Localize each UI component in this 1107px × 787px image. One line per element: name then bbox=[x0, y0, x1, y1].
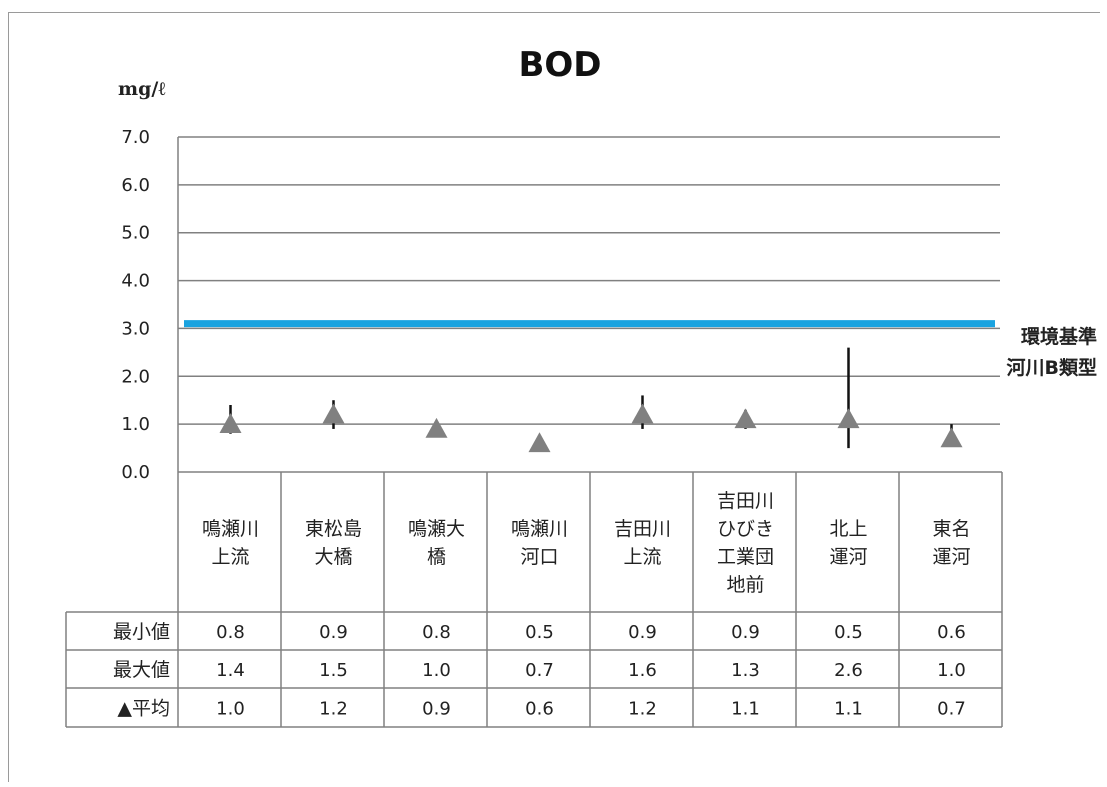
category-label: 河口 bbox=[520, 546, 558, 568]
table-cell: 2.6 bbox=[834, 660, 863, 681]
table-cell: 0.8 bbox=[422, 622, 451, 643]
table-cell: 0.5 bbox=[525, 622, 554, 643]
y-tick-label: 5.0 bbox=[121, 223, 150, 244]
table-cell: 1.5 bbox=[319, 660, 348, 681]
table-cell: 0.7 bbox=[937, 699, 966, 720]
category-label: 北上 bbox=[829, 518, 867, 540]
table-row-label: ▲平均 bbox=[117, 698, 170, 720]
table-cell: 0.9 bbox=[319, 622, 348, 643]
mean-markers bbox=[219, 403, 963, 453]
table-cell: 0.9 bbox=[628, 622, 657, 643]
y-tick-label: 4.0 bbox=[121, 271, 150, 292]
category-label: 東松島 bbox=[305, 518, 362, 540]
mean-marker bbox=[837, 408, 860, 429]
table-cell: 0.5 bbox=[834, 622, 863, 643]
table-cell: 1.4 bbox=[216, 660, 245, 681]
y-tick-label: 3.0 bbox=[121, 318, 150, 339]
chart-title: BOD bbox=[518, 45, 601, 85]
y-tick-label: 0.0 bbox=[121, 462, 150, 483]
table-cell: 1.0 bbox=[422, 660, 451, 681]
table-cell: 0.9 bbox=[422, 699, 451, 720]
gridlines bbox=[177, 136, 1000, 472]
y-tick-label: 7.0 bbox=[121, 127, 150, 148]
table-cell: 1.2 bbox=[628, 699, 657, 720]
mean-marker bbox=[528, 432, 551, 453]
category-label: 大橋 bbox=[314, 546, 352, 568]
table-cell: 1.1 bbox=[834, 699, 863, 720]
y-tick-label: 6.0 bbox=[121, 175, 150, 196]
table-cell: 1.6 bbox=[628, 660, 657, 681]
mean-marker bbox=[940, 427, 963, 448]
category-label: 地前 bbox=[726, 574, 764, 596]
table-cell: 0.8 bbox=[216, 622, 245, 643]
table-cell: 1.0 bbox=[216, 699, 245, 720]
mean-marker bbox=[219, 413, 242, 433]
range-whiskers bbox=[229, 347, 953, 449]
table-cell: 0.7 bbox=[525, 660, 554, 681]
category-label: 鳴瀬川 bbox=[511, 518, 568, 540]
data-table: 鳴瀬川上流東松島大橋鳴瀬大橋鳴瀬川河口吉田川上流吉田川ひびき工業団地前北上運河東… bbox=[65, 471, 1003, 728]
y-tick-label: 1.0 bbox=[121, 414, 150, 435]
table-cell: 1.0 bbox=[937, 660, 966, 681]
table-cell: 0.9 bbox=[731, 622, 760, 643]
mean-marker bbox=[734, 408, 757, 429]
category-label: 吉田川 bbox=[717, 490, 774, 512]
table-cell: 1.3 bbox=[731, 660, 760, 681]
category-label: 運河 bbox=[829, 546, 867, 568]
reference-line-label: 河川B類型 bbox=[1007, 356, 1097, 379]
y-axis-unit-label: mg/ℓ bbox=[118, 78, 165, 100]
table-cell: 0.6 bbox=[525, 699, 554, 720]
table-row-label: 最小値 bbox=[113, 621, 170, 643]
category-label: 上流 bbox=[623, 546, 661, 568]
y-tick-labels: 0.0 1.0 2.0 3.0 4.0 5.0 6.0 7.0 bbox=[121, 127, 150, 483]
table-cell: 1.1 bbox=[731, 699, 760, 720]
category-label: 上流 bbox=[211, 546, 249, 568]
mean-marker bbox=[322, 403, 345, 424]
table-cell: 1.2 bbox=[319, 699, 348, 720]
category-label: 鳴瀬大 bbox=[408, 518, 465, 540]
chart-frame bbox=[8, 12, 1100, 782]
table-row-label: 最大値 bbox=[113, 659, 170, 681]
category-label: 吉田川 bbox=[614, 518, 671, 540]
category-label: 工業団 bbox=[717, 546, 774, 568]
y-tick-label: 2.0 bbox=[121, 366, 150, 387]
category-label: 運河 bbox=[932, 546, 970, 568]
category-label: ひびき bbox=[717, 518, 774, 540]
table-cell: 0.6 bbox=[937, 622, 966, 643]
reference-line-label: 環境基準 bbox=[1021, 325, 1097, 348]
mean-marker bbox=[425, 417, 448, 438]
category-label: 鳴瀬川 bbox=[202, 518, 259, 540]
mean-marker bbox=[631, 403, 654, 424]
category-label: 橋 bbox=[427, 546, 446, 568]
category-label: 東名 bbox=[932, 518, 970, 540]
